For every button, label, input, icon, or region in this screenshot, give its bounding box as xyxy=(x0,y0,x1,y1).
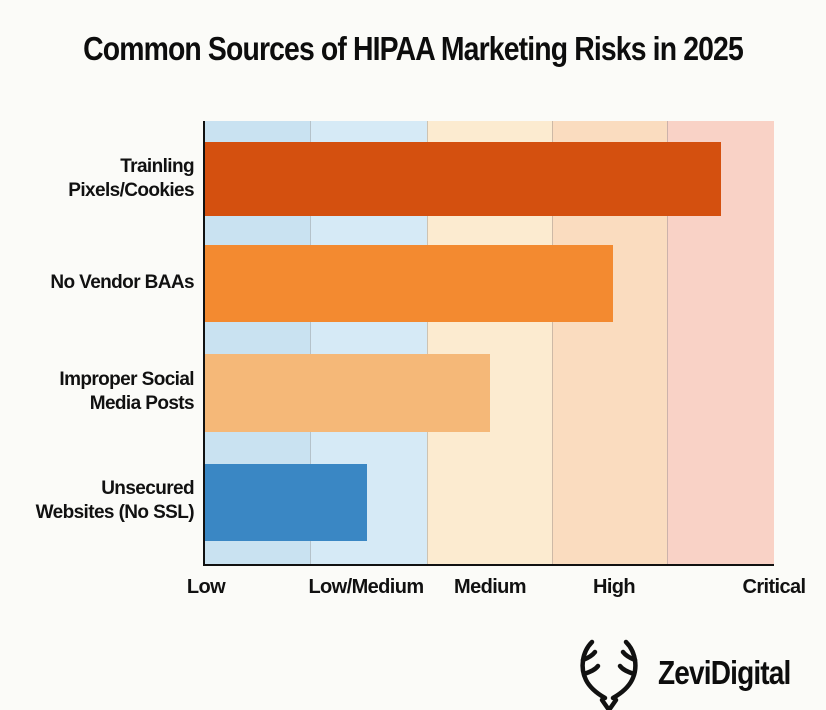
chart-title: Common Sources of HIPAA Marketing Risks … xyxy=(83,30,744,67)
y-label-unsecured-websites: Unsecured Websites (No SSL) xyxy=(35,477,195,525)
bar-unsecured-websites xyxy=(204,464,367,541)
bar-improper-social-posts xyxy=(204,354,490,432)
band-divider xyxy=(552,121,553,565)
y-label-line: No Vendor BAAs xyxy=(50,272,194,293)
y-label-line: Trainling xyxy=(120,156,194,177)
band-divider xyxy=(427,121,428,565)
y-label-improper-social-posts: Improper Social Media Posts xyxy=(59,368,194,416)
x-label-critical: Critical xyxy=(742,576,806,598)
deer-antlers-icon xyxy=(580,639,638,710)
y-label-line: Websites (No SSL) xyxy=(35,502,195,523)
bar-no-vendor-baas xyxy=(204,245,613,322)
y-axis-line xyxy=(203,121,205,566)
x-label-high: High xyxy=(592,576,636,598)
x-label-low: Low xyxy=(186,576,226,598)
band-divider xyxy=(310,121,311,565)
y-label-line: Improper Social xyxy=(59,369,194,390)
band-divider xyxy=(667,121,668,565)
y-label-tracking-pixels: Trainling Pixels/Cookies xyxy=(68,155,194,203)
x-label-medium: Medium xyxy=(454,576,527,598)
brand-name: ZeviDigital xyxy=(658,654,791,691)
y-label-line: Media Posts xyxy=(89,393,195,414)
y-label-no-vendor-baas: No Vendor BAAs xyxy=(50,271,194,295)
plot-area xyxy=(204,121,774,565)
brand-logo: ZeviDigital xyxy=(578,638,818,710)
bar-tracking-pixels xyxy=(204,142,721,216)
x-axis-line xyxy=(203,564,774,566)
y-label-line: Unsecured xyxy=(101,478,194,499)
y-label-line: Pixels/Cookies xyxy=(68,180,194,201)
x-label-low-medium: Low/Medium xyxy=(308,576,424,598)
